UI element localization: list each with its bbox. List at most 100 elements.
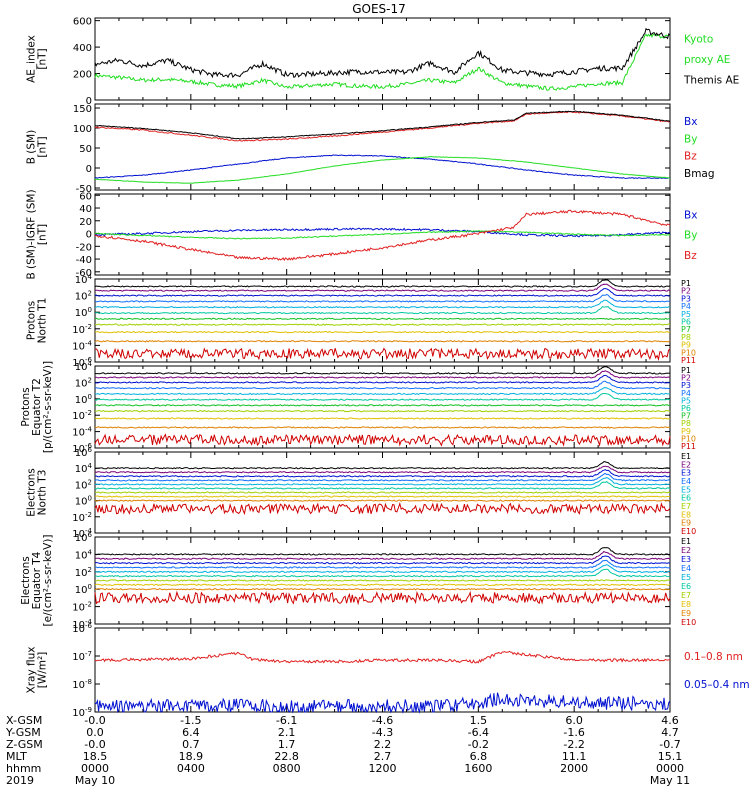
ephemeris-cell: -6.4: [467, 726, 490, 739]
y-tick-label: 104: [75, 360, 93, 373]
channel-line-p9: [94, 330, 671, 334]
channel-label: P3: [681, 381, 691, 390]
channel-line-p9: [94, 417, 671, 420]
channel-line-e6: [94, 480, 671, 490]
y-tick-label: -60: [76, 268, 92, 279]
legend-label: By: [684, 230, 697, 242]
series-line-0-1-0-8-nm: [94, 650, 671, 664]
y-tick-label: 10-7: [72, 650, 92, 663]
ephemeris-cell: -4.3: [371, 726, 394, 739]
ephemeris-row: MLT 18.5 18.9 22.8 2.7 6.8 11.1 15.1: [0, 751, 750, 763]
y-tick-label: 10-2: [72, 601, 92, 614]
channel-label: E5: [681, 573, 691, 582]
ephemeris-row-name: MLT: [6, 750, 27, 763]
ephemeris-cell: 1600: [464, 762, 493, 775]
channel-line-e4: [94, 472, 671, 482]
panel-bsm: -50 0 50 100 150 B (SM) [nT] Bx By Bz Bmag: [26, 103, 715, 195]
channel-line-e9: [94, 587, 671, 591]
channel-label: E4: [681, 564, 691, 573]
ephemeris-row: X-GSM -0.0 -1.5 -6.1 -4.6 1.5 6.0 4.6: [0, 715, 750, 727]
y-tick-label: 10-2: [72, 409, 92, 422]
y-tick-label: 106: [75, 531, 93, 544]
y-axis-label: North T1: [37, 298, 49, 344]
y-tick-label: 104: [75, 548, 93, 561]
channel-label: P5: [681, 310, 691, 319]
channel-label: E2: [681, 546, 691, 555]
series-line-bmag: [94, 110, 671, 140]
ephemeris-cell: 2.2: [373, 738, 392, 751]
ephemeris-row-name: X-GSM: [6, 714, 43, 727]
channel-label: P7: [681, 412, 691, 421]
y-axis-label: [p/(cm²-s-sr-keV)]: [42, 361, 54, 453]
channel-label: P10: [681, 348, 696, 357]
y-tick-label: 60: [79, 191, 92, 202]
y-tick-label: 200: [73, 70, 92, 81]
y-tick-label: 100: [75, 393, 92, 406]
y-axis-label: [nT]: [37, 48, 49, 69]
channel-label: E1: [681, 452, 691, 461]
legend-label: proxy AE: [684, 54, 730, 66]
y-tick-label: -20: [76, 242, 92, 253]
channel-line-e2: [94, 550, 671, 561]
ephemeris-cell: 2.1: [277, 726, 296, 739]
y-tick-label: 20: [79, 217, 92, 228]
y-tick-label: -50: [76, 184, 92, 195]
channel-line-p8: [95, 323, 671, 326]
channel-line-p10: [94, 340, 671, 343]
ephemeris-cell: -4.6: [371, 714, 394, 727]
channel-label: E10: [681, 618, 696, 627]
y-axis-label: [nT]: [37, 136, 49, 157]
channel-line-p4: [94, 293, 671, 303]
series-line-kyoto: [94, 32, 671, 91]
channel-line-e5: [94, 564, 671, 574]
legend-label: 0.1–0.8 nm: [684, 651, 743, 663]
y-tick-label: 102: [75, 376, 92, 389]
legend-label: Bx: [684, 209, 697, 221]
channel-label: P8: [681, 419, 691, 428]
series-line-by: [94, 230, 670, 240]
ephemeris-cell: -1.6: [563, 726, 585, 739]
y-axis-label: North T3: [37, 470, 49, 516]
channel-line-e3: [94, 555, 671, 565]
series-line-bz: [94, 209, 671, 262]
y-axis-label: Protons: [26, 301, 38, 340]
channel-line-p3: [94, 288, 670, 297]
channel-label: E2: [681, 460, 691, 469]
ephemeris-cell: -2.2: [563, 738, 585, 751]
channel-line-p7: [94, 404, 671, 407]
channel-label: P2: [681, 374, 691, 383]
channel-label: E8: [681, 600, 691, 609]
y-tick-label: 400: [73, 43, 92, 54]
channel-label: E7: [681, 591, 691, 600]
ephemeris-cell: 4.7: [661, 726, 679, 739]
channel-line-e7: [94, 491, 671, 494]
ephemeris-cell: 2.7: [373, 750, 392, 763]
y-axis-label: [nT]: [37, 224, 49, 245]
channel-line-p7: [94, 317, 671, 321]
channel-line-p2: [94, 370, 671, 379]
ephemeris-row: Y-GSM 0.0 6.4 2.1 -4.3 -6.4 -1.6 4.7: [0, 727, 750, 739]
channel-label: P3: [681, 294, 691, 303]
ephemeris-cell: 18.5: [82, 750, 108, 763]
channel-label: P5: [681, 396, 691, 405]
channel-label: P4: [681, 389, 691, 398]
y-axis-label: Equator T2: [31, 378, 43, 436]
ephemeris-cell: -0.2: [467, 738, 490, 751]
channel-label: P9: [681, 427, 691, 436]
ephemeris-cell: -0.0: [84, 738, 106, 751]
channel-line-e2: [94, 465, 671, 474]
y-axis-label: B (SM): [26, 130, 38, 164]
channel-label: P8: [681, 333, 691, 342]
legend-label: By: [684, 133, 697, 145]
series-line-by: [94, 156, 671, 184]
ephemeris-cell: 0.7: [182, 738, 200, 751]
y-tick-label: 50: [79, 144, 92, 155]
channel-line-e10: [94, 501, 671, 516]
legend-label: Kyoto: [684, 34, 713, 46]
channel-label: E10: [681, 527, 696, 536]
y-axis-label: [e/(cm²-s-sr-keV)]: [42, 535, 54, 627]
series-line-0-05-0-4-nm: [94, 692, 671, 714]
